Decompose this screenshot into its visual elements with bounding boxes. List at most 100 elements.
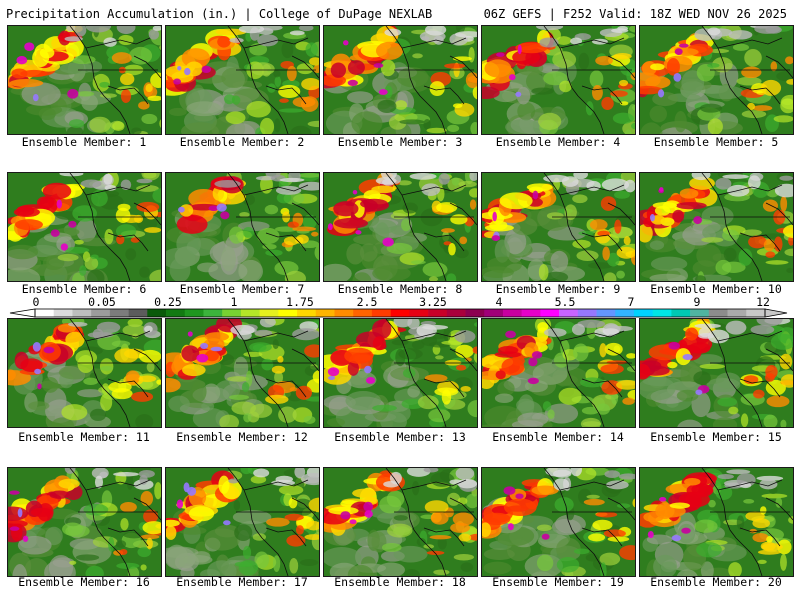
ensemble-member-map — [481, 172, 636, 282]
precipitation-map-image — [8, 173, 161, 281]
colorbar-segment — [521, 309, 541, 317]
colorbar-segment — [278, 309, 298, 317]
ensemble-member-map — [481, 25, 636, 135]
colorbar-tick-label: 0 — [33, 296, 40, 309]
ensemble-member-label: Ensemble Member: 9 — [495, 282, 621, 296]
colorbar-segment — [222, 309, 242, 317]
colorbar-segment — [502, 309, 522, 317]
ensemble-member-label: Ensemble Member: 15 — [650, 430, 782, 444]
precipitation-map-image — [482, 319, 635, 427]
colorbar-tick-label: 5.5 — [555, 296, 576, 309]
colorbar-segment — [577, 309, 597, 317]
ensemble-member-map — [7, 318, 162, 428]
ensemble-member-label: Ensemble Member: 11 — [18, 430, 150, 444]
colorbar-segment — [671, 309, 691, 317]
precipitation-map-image — [166, 173, 319, 281]
colorbar-segment — [708, 309, 728, 317]
colorbar-tick-label: 0.25 — [154, 296, 182, 309]
colorbar-segment — [428, 309, 448, 317]
colorbar-tick-label: 1 — [231, 296, 238, 309]
colorbar-segment — [484, 309, 504, 317]
colorbar-segment — [390, 309, 410, 317]
ensemble-member-label: Ensemble Member: 18 — [334, 575, 466, 589]
colorbar-segment — [652, 309, 672, 317]
ensemble-member-map — [165, 467, 320, 577]
precipitation-map-image — [324, 319, 477, 427]
precipitation-map-image — [8, 468, 161, 576]
precipitation-map-image — [640, 26, 793, 134]
precipitation-colorbar: 0 0.05 0.25 1 1.75 2.5 3.25 4 5.5 7 9 12 — [9, 296, 788, 318]
ensemble-member-map — [639, 172, 794, 282]
colorbar-segment — [465, 309, 485, 317]
colorbar-tick-label: 9 — [694, 296, 701, 309]
ensemble-member-map — [165, 25, 320, 135]
ensemble-member-label: Ensemble Member: 16 — [18, 575, 150, 589]
ensemble-member-label: Ensemble Member: 6 — [21, 282, 147, 296]
colorbar-segment — [72, 309, 92, 317]
ensemble-member-map — [481, 318, 636, 428]
ensemble-member-map — [7, 467, 162, 577]
colorbar-tick-label: 12 — [756, 296, 770, 309]
map-title: Precipitation Accumulation (in.) | Colle… — [6, 7, 433, 21]
precipitation-map-image — [166, 26, 319, 134]
colorbar-segment — [259, 309, 279, 317]
ensemble-member-map — [323, 467, 478, 577]
colorbar-segment — [615, 309, 635, 317]
colorbar-segment — [315, 309, 335, 317]
colorbar-segment — [240, 309, 260, 317]
ensemble-member-map — [165, 318, 320, 428]
ensemble-member-map — [639, 467, 794, 577]
colorbar-segment — [147, 309, 167, 317]
ensemble-member-map — [323, 172, 478, 282]
precipitation-map-image — [8, 319, 161, 427]
colorbar-segment — [128, 309, 148, 317]
ensemble-member-label: Ensemble Member: 8 — [337, 282, 463, 296]
ensemble-member-map — [165, 172, 320, 282]
ensemble-member-label: Ensemble Member: 1 — [21, 135, 147, 149]
ensemble-member-label: Ensemble Member: 7 — [179, 282, 305, 296]
colorbar-segment — [559, 309, 579, 317]
precipitation-map-image — [324, 468, 477, 576]
colorbar-tick-label: 4 — [496, 296, 503, 309]
ensemble-member-label: Ensemble Member: 2 — [179, 135, 305, 149]
colorbar-segment — [53, 309, 73, 317]
run-info: 06Z GEFS | F252 Valid: 18Z WED NOV 26 20… — [483, 7, 787, 21]
precipitation-map-image — [482, 26, 635, 134]
colorbar-segment — [633, 309, 653, 317]
colorbar-segment — [166, 309, 186, 317]
colorbar-segment — [203, 309, 223, 317]
colorbar-segment — [371, 309, 391, 317]
colorbar-segment — [690, 309, 710, 317]
colorbar-segment — [91, 309, 111, 317]
colorbar-segment — [35, 309, 55, 317]
ensemble-member-map — [7, 25, 162, 135]
colorbar-tick-label: 7 — [628, 296, 635, 309]
ensemble-member-label: Ensemble Member: 20 — [650, 575, 782, 589]
precipitation-map-image — [640, 468, 793, 576]
colorbar-segment — [297, 309, 317, 317]
ensemble-member-label: Ensemble Member: 14 — [492, 430, 624, 444]
precipitation-map-image — [482, 468, 635, 576]
precipitation-map-image — [640, 319, 793, 427]
ensemble-member-map — [7, 172, 162, 282]
colorbar-segment — [409, 309, 429, 317]
colorbar-segment — [334, 309, 354, 317]
colorbar-left-arrow — [9, 308, 36, 318]
ensemble-member-label: Ensemble Member: 17 — [176, 575, 308, 589]
precipitation-map-image — [166, 468, 319, 576]
ensemble-member-label: Ensemble Member: 10 — [650, 282, 782, 296]
ensemble-member-label: Ensemble Member: 3 — [337, 135, 463, 149]
precipitation-map-image — [640, 173, 793, 281]
ensemble-member-map — [639, 318, 794, 428]
ensemble-member-label: Ensemble Member: 4 — [495, 135, 621, 149]
colorbar-tick-label: 1.75 — [286, 296, 314, 309]
precipitation-map-image — [482, 173, 635, 281]
colorbar-segment — [184, 309, 204, 317]
ensemble-member-map — [639, 25, 794, 135]
ensemble-member-map — [323, 25, 478, 135]
colorbar-tick-label: 2.5 — [357, 296, 378, 309]
precipitation-map-image — [166, 319, 319, 427]
precipitation-map-image — [324, 173, 477, 281]
ensemble-member-label: Ensemble Member: 5 — [653, 135, 779, 149]
colorbar-tick-label: 0.05 — [88, 296, 116, 309]
